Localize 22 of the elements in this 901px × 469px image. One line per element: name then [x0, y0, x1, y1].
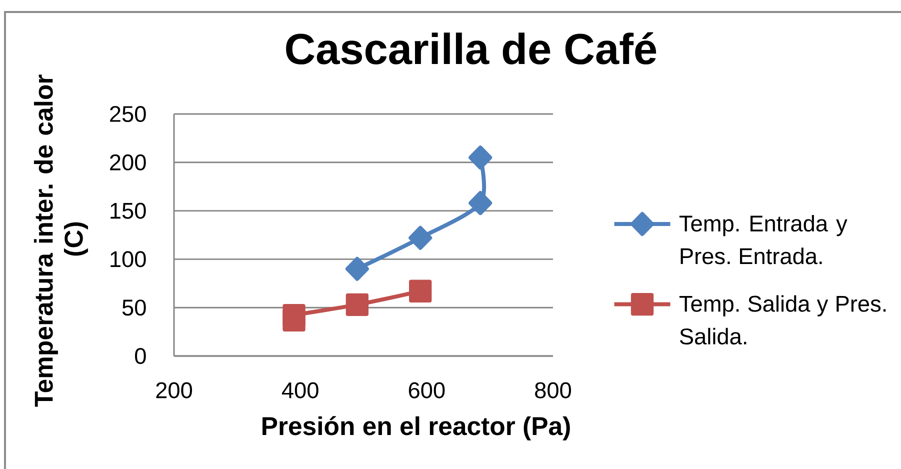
- y-axis-title: Temperatura inter. de calor (C): [34, 74, 88, 407]
- y-tick-label: 200: [110, 154, 146, 170]
- legend-label: Temp. Salida y Pres. Salida.: [679, 295, 886, 345]
- y-tick-label: 250: [110, 106, 146, 122]
- y-tick-label: 0: [135, 348, 146, 364]
- x-axis-title: Presión en el reactor (Pa): [262, 416, 570, 440]
- point: [408, 226, 432, 250]
- point: [468, 191, 492, 216]
- point: [282, 304, 306, 327]
- point: [346, 293, 369, 316]
- point: [409, 280, 432, 302]
- legend-label: Temp. Entrada y Pres. Entrada.: [679, 214, 848, 264]
- x-tick-label: 400: [282, 382, 318, 398]
- y-tick-label: 100: [110, 251, 146, 268]
- point: [468, 146, 492, 170]
- point: [345, 256, 369, 281]
- y-tick-label: 150: [110, 202, 146, 219]
- y-tick-label: 50: [122, 300, 146, 316]
- chart-title: Cascarilla de Café: [286, 32, 656, 64]
- x-tick-label: 200: [156, 382, 192, 398]
- x-tick-label: 800: [535, 382, 572, 398]
- x-tick-label: 600: [408, 382, 445, 398]
